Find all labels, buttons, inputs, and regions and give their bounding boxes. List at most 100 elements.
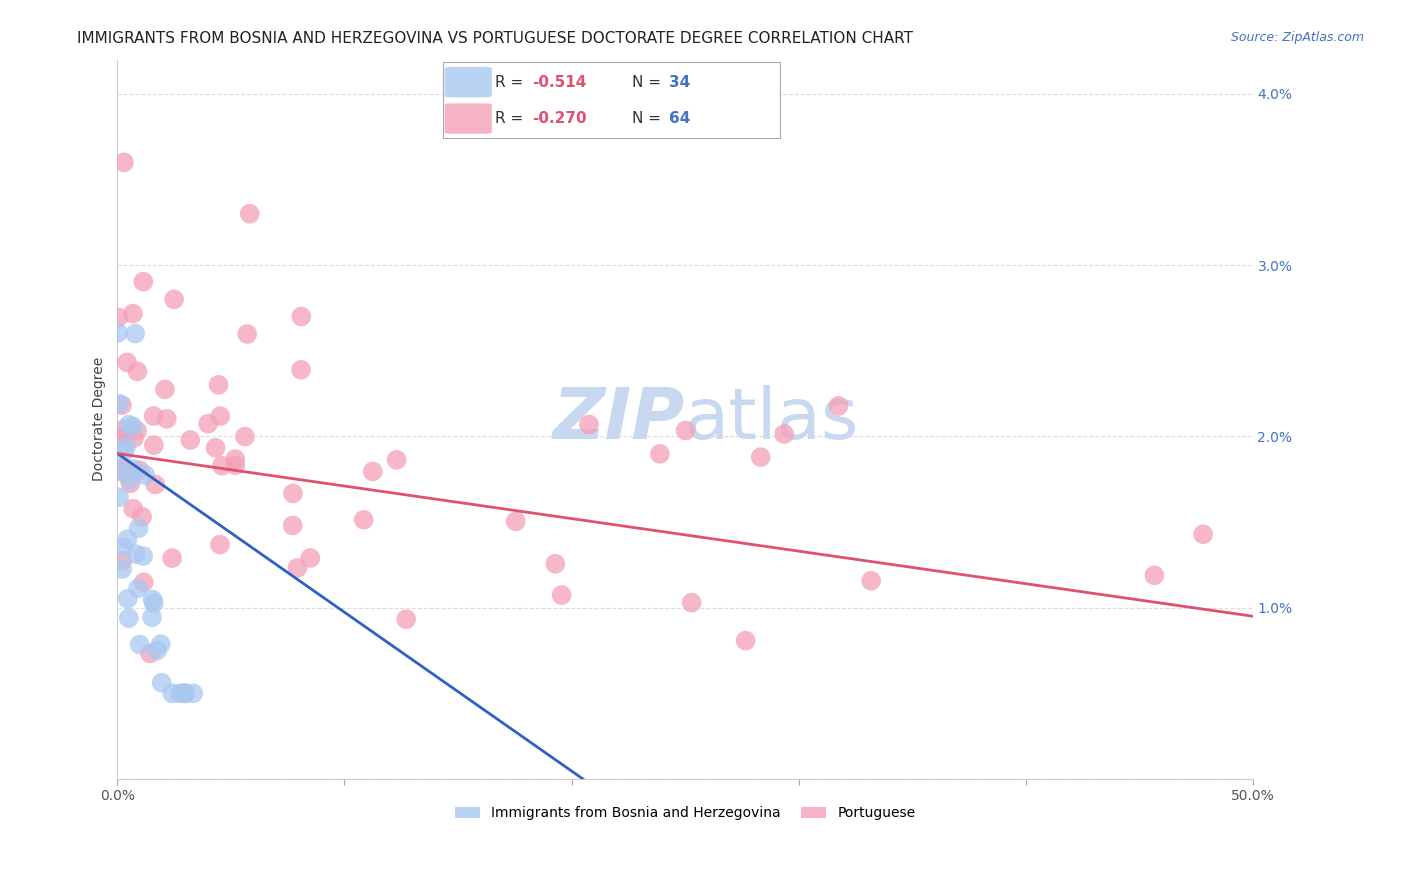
Point xyxy=(1143,568,1166,582)
Point xyxy=(236,326,259,341)
Y-axis label: Doctorate Degree: Doctorate Degree xyxy=(93,357,107,482)
Point xyxy=(207,377,229,392)
Point xyxy=(118,473,141,487)
Point xyxy=(128,521,150,535)
Point xyxy=(773,427,796,442)
Text: -0.270: -0.270 xyxy=(533,111,586,126)
Text: R =: R = xyxy=(495,111,529,126)
Point xyxy=(860,574,883,588)
Point xyxy=(117,533,139,547)
Point xyxy=(179,433,201,447)
Point xyxy=(353,513,375,527)
Point xyxy=(281,518,304,533)
Point xyxy=(124,326,146,341)
Point xyxy=(143,477,166,491)
Text: atlas: atlas xyxy=(685,384,859,454)
Point xyxy=(122,462,145,476)
Point xyxy=(121,306,143,320)
Point xyxy=(111,554,134,568)
Point xyxy=(299,551,322,566)
Text: N =: N = xyxy=(631,111,665,126)
Point xyxy=(128,463,150,477)
Point xyxy=(149,637,172,651)
Point xyxy=(108,490,131,504)
Point xyxy=(239,207,262,221)
Point xyxy=(385,453,408,467)
Point xyxy=(1192,527,1215,541)
Point xyxy=(233,429,256,443)
Point xyxy=(550,588,572,602)
Point xyxy=(209,409,232,424)
Point xyxy=(208,538,231,552)
Point xyxy=(505,514,527,528)
Point xyxy=(224,452,246,467)
Text: -0.514: -0.514 xyxy=(533,75,586,90)
Point xyxy=(361,465,384,479)
Point xyxy=(290,363,312,377)
Text: R =: R = xyxy=(495,75,529,90)
Point xyxy=(132,549,155,563)
Point xyxy=(163,293,186,307)
Point xyxy=(122,501,145,516)
Point xyxy=(173,686,195,700)
Point xyxy=(224,458,246,473)
Point xyxy=(111,461,134,475)
Point xyxy=(111,398,134,412)
Point xyxy=(675,424,697,438)
Point xyxy=(107,310,129,325)
Point xyxy=(160,686,183,700)
Point xyxy=(146,643,169,657)
Point xyxy=(115,440,138,454)
Point xyxy=(134,468,156,483)
Point xyxy=(578,417,600,432)
Point xyxy=(142,409,165,423)
Point xyxy=(142,438,165,452)
Point xyxy=(211,458,233,473)
Point xyxy=(153,383,176,397)
Point xyxy=(160,551,183,566)
Point xyxy=(281,486,304,500)
Text: 64: 64 xyxy=(669,111,690,126)
Point xyxy=(131,509,153,524)
Text: IMMIGRANTS FROM BOSNIA AND HERZEGOVINA VS PORTUGUESE DOCTORATE DEGREE CORRELATIO: IMMIGRANTS FROM BOSNIA AND HERZEGOVINA V… xyxy=(77,31,914,46)
Point xyxy=(108,397,131,411)
Legend: Immigrants from Bosnia and Herzegovina, Portuguese: Immigrants from Bosnia and Herzegovina, … xyxy=(449,801,921,826)
Point xyxy=(118,417,141,432)
Point xyxy=(395,612,418,626)
Point xyxy=(112,540,135,554)
Point xyxy=(108,431,131,445)
Point xyxy=(156,412,179,426)
Point xyxy=(174,686,197,700)
Point xyxy=(107,326,129,340)
Point xyxy=(127,364,149,378)
Point xyxy=(115,355,138,369)
Point xyxy=(827,399,849,413)
Point xyxy=(142,592,165,607)
Point xyxy=(120,476,142,491)
Point xyxy=(141,610,163,624)
Point xyxy=(287,561,309,575)
Point xyxy=(128,638,150,652)
Point xyxy=(125,547,148,561)
Point xyxy=(127,581,149,595)
Point xyxy=(111,562,134,576)
Point xyxy=(734,633,756,648)
Point xyxy=(110,431,132,445)
Text: N =: N = xyxy=(631,75,665,90)
Point xyxy=(181,686,204,700)
FancyBboxPatch shape xyxy=(444,103,492,134)
Point xyxy=(111,423,134,437)
Point xyxy=(132,275,155,289)
Point xyxy=(648,447,671,461)
FancyBboxPatch shape xyxy=(444,67,492,97)
Point xyxy=(112,155,135,169)
Text: ZIP: ZIP xyxy=(553,384,685,454)
Point xyxy=(108,463,131,477)
Point xyxy=(197,417,219,431)
Point xyxy=(544,557,567,571)
Point xyxy=(118,611,141,625)
Point xyxy=(111,465,134,479)
Point xyxy=(132,575,155,590)
Point xyxy=(122,431,145,445)
Point xyxy=(150,675,173,690)
